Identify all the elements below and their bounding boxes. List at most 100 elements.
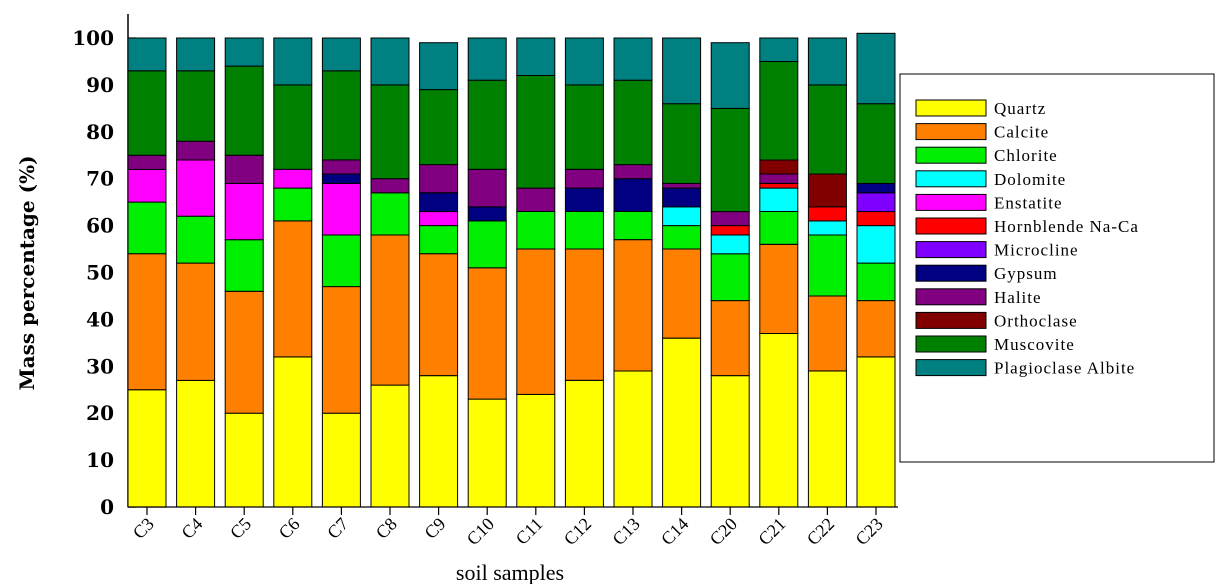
- bar-segment: [662, 187, 702, 208]
- bar-segment: [710, 253, 750, 302]
- bar-segment: [662, 37, 702, 105]
- bar-segment: [321, 70, 361, 161]
- bar-segment: [856, 356, 896, 508]
- bar-segment: [467, 206, 507, 222]
- bar-segment: [710, 107, 750, 213]
- bar-segment: [224, 37, 264, 67]
- bar-segment: [759, 37, 799, 62]
- bar-segment: [321, 286, 361, 414]
- bar-segment: [516, 187, 556, 213]
- bar-segment: [759, 61, 799, 161]
- bar-segment: [467, 267, 507, 400]
- bar-segment: [856, 225, 896, 264]
- bar-segment: [759, 211, 799, 245]
- x-tick-label: C8: [372, 514, 401, 543]
- bar-segment: [176, 70, 216, 142]
- bar-segment: [856, 182, 896, 194]
- bar-segment: [321, 173, 361, 184]
- bar-segment: [370, 84, 410, 180]
- y-axis: 0 10 20 30 40 50 60 70 80 90 100: [72, 14, 136, 519]
- bar-segment: [467, 79, 507, 170]
- bar-segment: [662, 206, 702, 227]
- legend-swatch: [915, 123, 987, 141]
- x-tick-label: C10: [463, 514, 498, 549]
- bar-segment: [467, 168, 507, 208]
- bar-segment: [516, 211, 556, 250]
- bar-segment: [564, 187, 604, 213]
- x-tick-label: C20: [706, 514, 741, 549]
- bar-segment: [370, 37, 410, 86]
- bar-segment: [710, 211, 750, 227]
- bar-segment: [710, 375, 750, 508]
- bar-segment: [419, 375, 459, 508]
- bar-segment: [759, 333, 799, 508]
- bar-segment: [564, 37, 604, 86]
- bar-segment: [419, 225, 459, 255]
- bar-segment: [807, 37, 847, 86]
- bar-segment: [467, 398, 507, 508]
- x-tick-label: C23: [851, 514, 886, 549]
- bar-segment: [419, 42, 459, 91]
- y-tick-label: 0: [100, 495, 114, 519]
- y-tick-label: 30: [86, 354, 114, 378]
- bar-segment: [370, 234, 410, 386]
- bar-segment: [370, 384, 410, 508]
- legend-swatch: [915, 217, 987, 235]
- bar-segment: [273, 168, 313, 189]
- y-tick-label: 100: [72, 26, 114, 50]
- bar-segment: [273, 84, 313, 170]
- bar-segment: [127, 168, 167, 203]
- bar-segment: [127, 201, 167, 255]
- bar-segment: [321, 182, 361, 236]
- x-tick-label: C22: [803, 514, 838, 549]
- bar-segment: [807, 220, 847, 236]
- legend-label: Gypsum: [994, 264, 1058, 283]
- bar-segment: [127, 70, 167, 156]
- bar-segment: [176, 379, 216, 508]
- bar-segment: [613, 79, 653, 166]
- legend-label: Dolomite: [994, 170, 1066, 189]
- bar-segment: [419, 89, 459, 166]
- bar-segment: [467, 220, 507, 269]
- bar-segment: [516, 75, 556, 189]
- legend-label: Plagioclase Albite: [994, 359, 1135, 378]
- bar-segment: [807, 84, 847, 175]
- bar-segment: [127, 154, 167, 170]
- bar-segment: [370, 178, 410, 194]
- y-tick-label: 70: [86, 167, 114, 191]
- bar-segment: [613, 164, 653, 180]
- y-tick-label: 80: [86, 120, 114, 144]
- bar-segment: [807, 206, 847, 222]
- legend-swatch: [915, 241, 987, 259]
- legend-swatch: [915, 193, 987, 211]
- bar-segment: [759, 243, 799, 334]
- legend-swatch: [915, 146, 987, 164]
- bar-segment: [419, 253, 459, 377]
- legend-label: Muscovite: [994, 335, 1075, 354]
- bar-segment: [856, 32, 896, 105]
- legend-label: Hornblende Na-Ca: [994, 217, 1139, 236]
- bar-segment: [419, 164, 459, 194]
- x-tick-label: C12: [560, 514, 595, 549]
- y-axis-title: Mass percentage (%): [15, 155, 39, 390]
- bar-segment: [321, 159, 361, 175]
- y-tick-label: 90: [86, 73, 114, 97]
- x-tick-label: C14: [657, 514, 692, 549]
- bars: [127, 32, 896, 508]
- bar-segment: [807, 173, 847, 208]
- x-tick-label: C11: [512, 514, 547, 549]
- y-tick-label: 50: [86, 261, 114, 285]
- legend-label: Calcite: [994, 123, 1049, 142]
- bar-segment: [564, 168, 604, 189]
- bar-segment: [807, 295, 847, 372]
- legend-swatch: [915, 99, 987, 117]
- bar-segment: [662, 337, 702, 508]
- bar-segment: [176, 215, 216, 264]
- bar-segment: [127, 37, 167, 72]
- bar-segment: [613, 178, 653, 212]
- bar-segment: [224, 412, 264, 508]
- bar-segment: [467, 37, 507, 81]
- bar-segment: [419, 211, 459, 227]
- bar-segment: [224, 182, 264, 241]
